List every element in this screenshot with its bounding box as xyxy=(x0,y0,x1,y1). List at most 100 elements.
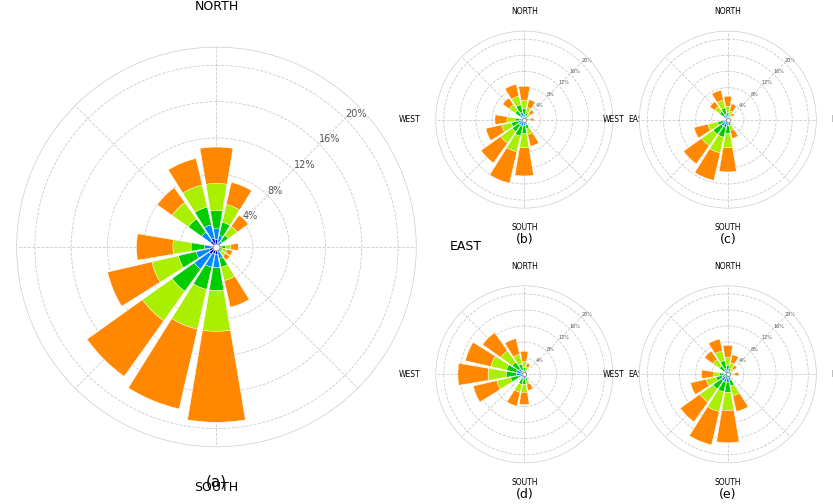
Bar xyxy=(527,100,535,109)
Bar xyxy=(522,125,526,134)
Bar xyxy=(731,113,735,117)
Bar xyxy=(727,121,729,125)
Bar xyxy=(218,246,221,247)
Bar xyxy=(526,383,533,391)
Bar xyxy=(706,377,717,386)
Bar xyxy=(718,120,724,125)
Bar xyxy=(182,185,207,212)
Text: SOUTH: SOUTH xyxy=(511,478,537,487)
Bar xyxy=(516,125,523,136)
Bar xyxy=(212,238,217,247)
Bar xyxy=(522,361,526,367)
Bar xyxy=(217,242,219,247)
Bar xyxy=(227,182,252,210)
Bar xyxy=(512,362,521,370)
Bar xyxy=(526,119,528,120)
Bar xyxy=(728,376,731,380)
Bar xyxy=(196,248,210,258)
Text: SOUTH: SOUTH xyxy=(715,223,741,232)
Bar xyxy=(724,370,727,373)
Bar xyxy=(526,107,531,114)
Bar xyxy=(502,98,513,109)
Text: EAST: EAST xyxy=(628,370,647,379)
Bar xyxy=(521,100,527,108)
Bar xyxy=(523,376,525,380)
Bar xyxy=(732,373,735,375)
Bar xyxy=(526,128,532,135)
Bar xyxy=(523,367,526,371)
Bar xyxy=(523,121,526,125)
Bar xyxy=(232,215,248,232)
Bar xyxy=(726,365,730,370)
Bar xyxy=(733,393,748,412)
Bar xyxy=(525,118,526,119)
Bar xyxy=(217,247,218,248)
Bar xyxy=(157,188,185,215)
Bar xyxy=(211,241,217,247)
Bar xyxy=(217,245,219,247)
Bar xyxy=(522,108,526,114)
Bar xyxy=(215,247,217,254)
Bar xyxy=(722,392,734,410)
Bar xyxy=(516,370,522,374)
Bar xyxy=(525,121,527,124)
Bar xyxy=(726,119,728,121)
Bar xyxy=(218,241,222,245)
Bar xyxy=(217,251,222,259)
Text: EAST: EAST xyxy=(450,240,482,254)
Bar xyxy=(515,383,522,392)
Bar xyxy=(727,370,729,373)
Bar xyxy=(211,211,222,229)
Bar xyxy=(206,183,227,211)
Bar xyxy=(213,254,220,268)
Bar xyxy=(526,124,529,129)
Bar xyxy=(202,290,231,332)
Bar xyxy=(501,351,516,365)
Bar xyxy=(528,110,534,115)
Bar xyxy=(522,373,524,374)
Bar xyxy=(522,116,524,119)
Bar xyxy=(714,372,720,376)
Bar xyxy=(524,119,526,121)
Bar xyxy=(516,105,522,113)
Bar xyxy=(142,279,185,321)
Bar xyxy=(705,351,717,363)
Bar xyxy=(729,380,734,386)
Bar xyxy=(490,148,516,183)
Bar xyxy=(724,120,727,122)
Bar xyxy=(226,244,231,249)
Bar xyxy=(708,122,719,131)
Bar xyxy=(522,119,524,121)
Bar xyxy=(466,342,496,366)
Bar xyxy=(506,365,517,372)
Bar xyxy=(193,265,212,289)
Bar xyxy=(525,377,527,381)
Bar xyxy=(724,373,726,375)
Bar xyxy=(520,119,523,120)
Bar xyxy=(724,121,727,128)
Bar xyxy=(513,354,522,365)
Text: NORTH: NORTH xyxy=(511,262,538,271)
Bar xyxy=(219,222,230,237)
Bar xyxy=(191,243,205,251)
Bar xyxy=(715,351,725,362)
Bar xyxy=(521,351,528,361)
Bar xyxy=(522,375,524,379)
Bar xyxy=(728,115,731,118)
Bar xyxy=(728,372,730,374)
Bar xyxy=(501,129,516,143)
Text: WEST: WEST xyxy=(602,115,624,124)
Bar xyxy=(519,121,523,125)
Bar xyxy=(694,124,711,138)
Bar xyxy=(522,372,524,374)
Bar xyxy=(522,118,524,119)
Bar xyxy=(213,229,219,240)
Bar xyxy=(735,372,739,376)
Bar xyxy=(217,247,218,248)
Bar xyxy=(205,245,212,249)
Bar xyxy=(728,374,729,376)
Bar xyxy=(713,379,723,389)
Bar xyxy=(728,120,730,123)
Bar xyxy=(525,375,526,377)
Bar xyxy=(505,84,519,99)
